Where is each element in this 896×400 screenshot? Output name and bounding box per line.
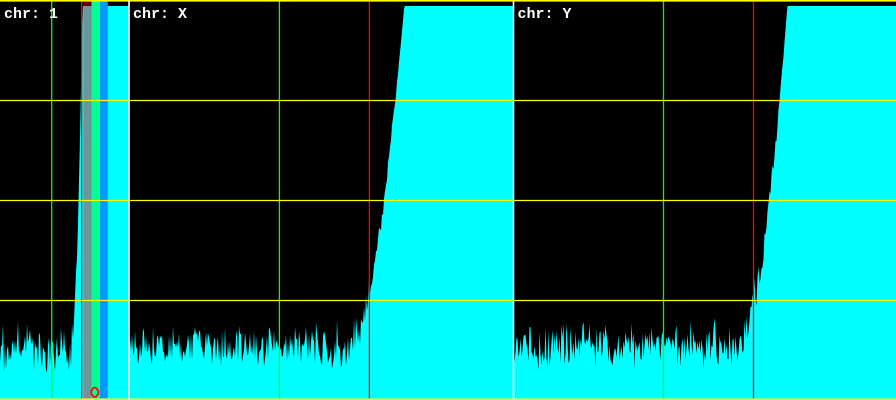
svg-text:chr: Y: chr: Y: [518, 6, 572, 23]
svg-text:chr: 1: chr: 1: [4, 6, 58, 23]
svg-text:chr: X: chr: X: [133, 6, 187, 23]
